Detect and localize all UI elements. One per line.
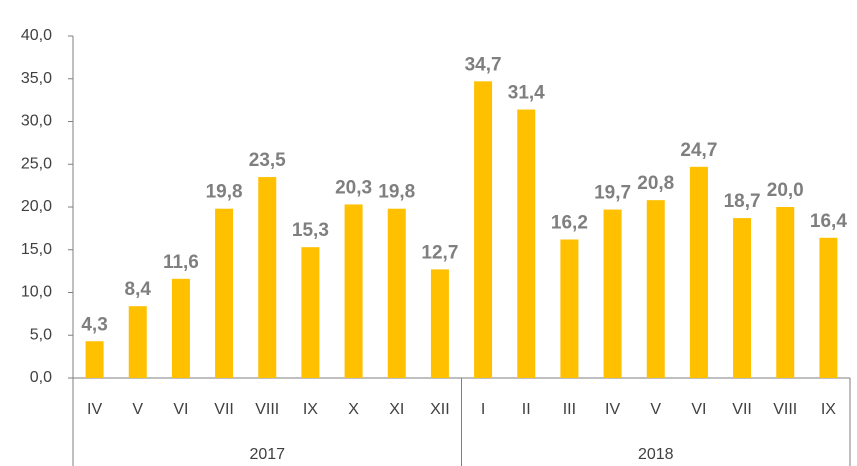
bar — [258, 177, 276, 378]
bar — [776, 207, 794, 378]
y-tick-label: 10,0 — [21, 284, 52, 301]
y-tick-label: 0,0 — [30, 369, 52, 386]
y-tick-label: 40,0 — [21, 27, 52, 44]
x-tick-label: III — [563, 401, 576, 418]
y-tick-label: 20,0 — [21, 198, 52, 215]
value-label: 19,7 — [594, 183, 631, 204]
x-tick-label: VII — [214, 401, 234, 418]
bar — [474, 81, 492, 378]
value-label: 16,4 — [810, 211, 847, 232]
value-label: 19,8 — [206, 182, 243, 203]
bar — [301, 247, 319, 378]
bar — [129, 306, 147, 378]
x-tick-label: IV — [605, 401, 620, 418]
bar — [86, 341, 104, 378]
value-label: 23,5 — [249, 150, 286, 171]
value-label: 19,8 — [378, 182, 415, 203]
x-tick-label: I — [481, 401, 485, 418]
value-label: 8,4 — [125, 279, 152, 300]
bar — [172, 279, 190, 378]
value-label: 12,7 — [421, 242, 458, 263]
group-label: 2018 — [638, 446, 674, 463]
x-tick-label: V — [132, 401, 143, 418]
value-label: 34,7 — [465, 54, 502, 75]
group-label: 2017 — [249, 446, 285, 463]
x-tick-label: XI — [389, 401, 404, 418]
x-tick-label: XII — [430, 401, 450, 418]
y-tick-label: 5,0 — [30, 326, 52, 343]
x-tick-label: VIII — [773, 401, 797, 418]
bar — [647, 200, 665, 378]
bar — [819, 238, 837, 378]
bar — [388, 209, 406, 378]
y-tick-label: 25,0 — [21, 155, 52, 172]
bar — [431, 269, 449, 378]
x-tick-label: IX — [821, 401, 836, 418]
value-label: 4,3 — [81, 314, 107, 335]
x-tick-label: IV — [87, 401, 102, 418]
x-tick-label: IX — [303, 401, 318, 418]
value-label: 24,7 — [680, 140, 717, 161]
x-tick-label: VI — [173, 401, 188, 418]
bar — [345, 204, 363, 378]
value-label: 15,3 — [292, 220, 329, 241]
x-tick-label: II — [522, 401, 531, 418]
bar — [560, 239, 578, 378]
value-label: 20,3 — [335, 177, 372, 198]
x-tick-label: VII — [732, 401, 752, 418]
bar — [604, 210, 622, 378]
bar — [215, 209, 233, 378]
chart: 0,05,010,015,020,025,030,035,040,0IV4,3V… — [0, 0, 857, 466]
value-label: 16,2 — [551, 213, 588, 234]
value-label: 31,4 — [508, 83, 545, 104]
x-tick-label: X — [348, 401, 359, 418]
bar — [690, 167, 708, 378]
x-tick-label: VI — [691, 401, 706, 418]
y-tick-label: 15,0 — [21, 241, 52, 258]
x-tick-label: V — [650, 401, 661, 418]
bar — [517, 110, 535, 378]
value-label: 18,7 — [724, 191, 761, 212]
value-label: 11,6 — [163, 252, 199, 273]
y-tick-label: 30,0 — [21, 113, 52, 130]
value-label: 20,8 — [637, 173, 674, 194]
bar — [733, 218, 751, 378]
value-label: 20,0 — [767, 180, 804, 201]
x-tick-label: VIII — [255, 401, 279, 418]
y-tick-label: 35,0 — [21, 70, 52, 87]
